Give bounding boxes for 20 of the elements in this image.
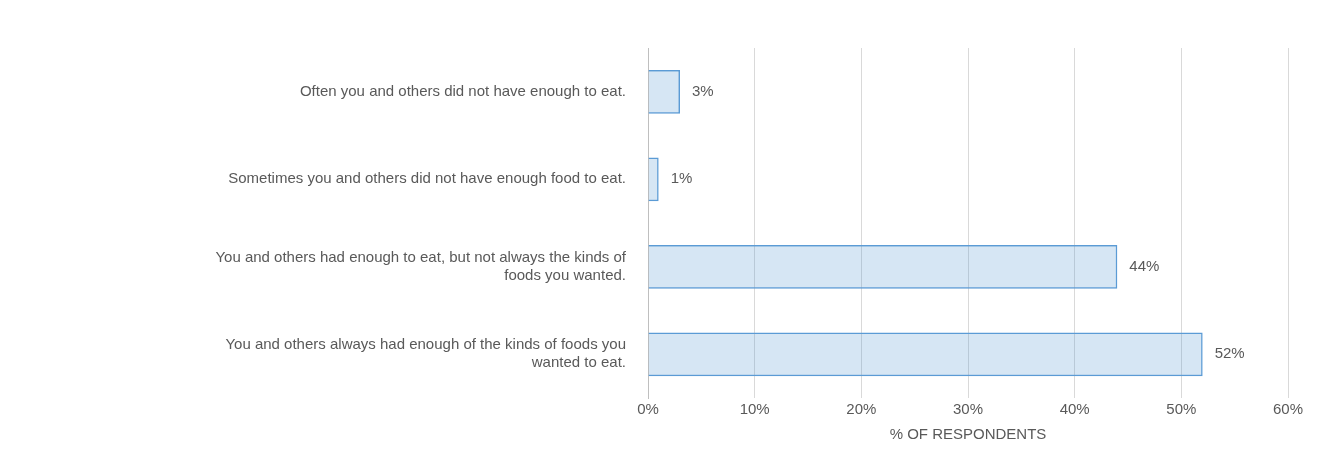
data-label: 44% [1129, 256, 1160, 274]
bar [648, 332, 1203, 377]
x-tick-label: 0% [637, 400, 659, 418]
x-tick-label: 50% [1166, 400, 1197, 418]
bar [648, 157, 659, 202]
data-label: 3% [692, 81, 714, 99]
x-tick-label: 20% [846, 400, 877, 418]
data-label: 52% [1214, 344, 1245, 362]
x-axis-title: % OF RESPONDENTS [889, 425, 1047, 443]
data-label: 1% [670, 169, 693, 187]
y-tick-label: You and others always had enough of the kinds of foods you wanted to eat. [225, 335, 626, 371]
x-tick-label: 30% [952, 400, 984, 418]
bar [648, 244, 1118, 289]
x-tick-label: 40% [1059, 400, 1090, 418]
y-tick-label: Often you and others did not have enough to eat. [299, 81, 626, 99]
y-tick-label: You and others had enough to eat, but not always the kinds of foods you wanted. [215, 247, 627, 283]
bar [648, 69, 680, 114]
x-tick-label: 60% [1272, 400, 1304, 418]
y-tick-label: Sometimes you and others did not have enough food to eat. [228, 169, 626, 187]
x-tick-label: 10% [739, 400, 770, 418]
